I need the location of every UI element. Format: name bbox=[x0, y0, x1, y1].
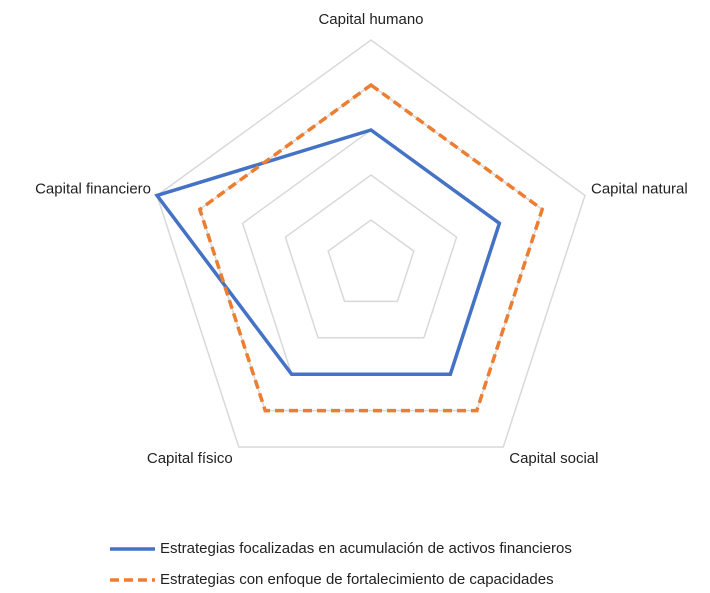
legend-label: Estrategias con enfoque de fortalecimien… bbox=[160, 571, 554, 588]
category-label: Capital natural bbox=[591, 180, 688, 197]
series-line bbox=[154, 128, 502, 376]
grid-ring bbox=[156, 39, 586, 448]
category-label: Capital financiero bbox=[35, 180, 151, 197]
category-label: Capital físico bbox=[147, 450, 233, 467]
grid-ring bbox=[284, 174, 458, 339]
grid-ring bbox=[327, 219, 415, 303]
category-label: Capital humano bbox=[318, 11, 423, 28]
series-line bbox=[197, 82, 545, 413]
legend-label: Estrategias focalizadas en acumulación d… bbox=[160, 540, 572, 557]
category-label: Capital social bbox=[509, 450, 598, 467]
